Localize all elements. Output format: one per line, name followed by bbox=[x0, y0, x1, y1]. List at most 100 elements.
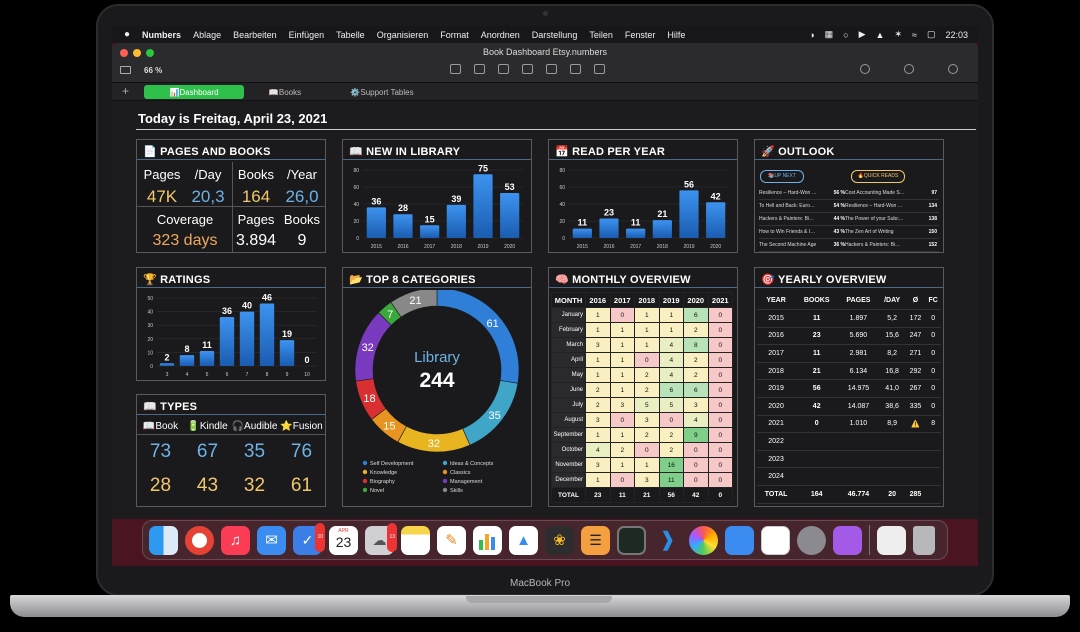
month-value-cell[interactable]: 2 bbox=[658, 427, 684, 443]
month-value-cell[interactable]: 2 bbox=[683, 352, 709, 368]
per-day-cell[interactable] bbox=[878, 450, 906, 469]
finder-icon[interactable] bbox=[149, 525, 178, 555]
per-day-cell[interactable]: 41,0 bbox=[878, 379, 906, 399]
insert-icon[interactable] bbox=[450, 64, 461, 74]
avg-cell[interactable] bbox=[905, 450, 926, 469]
menu-organisieren[interactable]: Organisieren bbox=[376, 29, 429, 40]
month-value-cell[interactable]: 2 bbox=[683, 322, 709, 338]
month-label[interactable]: June bbox=[551, 382, 586, 398]
month-value-cell[interactable]: 0 bbox=[707, 397, 733, 413]
books-cell[interactable]: 56 bbox=[795, 379, 839, 399]
year-cell[interactable]: 2020 bbox=[757, 397, 796, 416]
month-value-cell[interactable]: 3 bbox=[585, 337, 611, 353]
comment-icon[interactable] bbox=[594, 64, 605, 74]
month-value-cell[interactable]: 2 bbox=[585, 382, 611, 398]
fc-cell[interactable] bbox=[925, 467, 941, 487]
month-value-cell[interactable]: 0 bbox=[634, 442, 660, 458]
month-value-cell[interactable]: 1 bbox=[609, 427, 635, 443]
outlook-row[interactable]: The Second Machine Age 36 % Hackers & Pain… bbox=[759, 239, 939, 252]
per-day-cell[interactable]: 8,2 bbox=[878, 344, 906, 363]
books-cell[interactable]: 23 bbox=[795, 327, 839, 346]
media-icon[interactable] bbox=[570, 64, 581, 74]
month-value-cell[interactable]: 2 bbox=[634, 367, 660, 383]
month-value-cell[interactable]: 6 bbox=[683, 382, 709, 398]
books-cell[interactable]: 11 bbox=[795, 309, 839, 328]
close-button[interactable] bbox=[120, 49, 128, 57]
month-value-cell[interactable]: 11 bbox=[658, 472, 684, 488]
month-value-cell[interactable]: 6 bbox=[658, 382, 684, 398]
toggle-icon[interactable]: ◑ bbox=[809, 29, 815, 40]
music-icon[interactable]: ♫ bbox=[221, 525, 250, 555]
shape-icon[interactable] bbox=[546, 64, 557, 74]
tab-support-tables[interactable]: ⚙️Support Tables bbox=[350, 87, 414, 97]
avg-cell[interactable]: 247 bbox=[905, 327, 926, 346]
textedit-icon[interactable] bbox=[761, 525, 790, 555]
photos-icon[interactable] bbox=[689, 525, 718, 555]
fc-cell[interactable]: 8 bbox=[925, 415, 941, 434]
keynote-icon[interactable]: ▲ bbox=[509, 525, 538, 555]
per-day-cell[interactable]: 38,6 bbox=[878, 397, 906, 416]
pages-cell[interactable]: 5.690 bbox=[838, 327, 879, 346]
per-day-cell[interactable]: 16,8 bbox=[878, 362, 906, 381]
year-cell[interactable]: 2017 bbox=[757, 344, 796, 363]
pages-cell[interactable] bbox=[838, 450, 879, 469]
format-icon[interactable] bbox=[904, 64, 914, 74]
month-value-cell[interactable]: 0 bbox=[707, 352, 733, 368]
month-value-cell[interactable]: 0 bbox=[683, 442, 709, 458]
month-value-cell[interactable]: 1 bbox=[585, 427, 611, 443]
month-label[interactable]: April bbox=[551, 352, 586, 368]
month-value-cell[interactable]: 6 bbox=[683, 307, 709, 323]
menu-app-name[interactable]: Numbers bbox=[142, 29, 182, 40]
month-value-cell[interactable]: 0 bbox=[707, 367, 733, 383]
minimize-button[interactable] bbox=[133, 49, 141, 57]
outlook-row[interactable]: Resilience – Hard-Won … 56 % Cost Accounti… bbox=[759, 187, 939, 200]
activity-icon[interactable] bbox=[617, 525, 646, 555]
month-value-cell[interactable]: 1 bbox=[609, 382, 635, 398]
menu-fenster[interactable]: Fenster bbox=[624, 29, 656, 40]
avg-cell[interactable] bbox=[905, 432, 926, 451]
table-icon[interactable] bbox=[474, 64, 485, 74]
month-value-cell[interactable]: 1 bbox=[634, 307, 660, 323]
month-label[interactable]: September bbox=[551, 427, 586, 443]
books-cell[interactable] bbox=[795, 450, 839, 469]
month-label[interactable]: May bbox=[551, 367, 586, 383]
month-label[interactable]: August bbox=[551, 412, 586, 428]
month-value-cell[interactable]: 2 bbox=[585, 397, 611, 413]
fc-cell[interactable]: 0 bbox=[925, 379, 941, 399]
month-value-cell[interactable]: 3 bbox=[585, 457, 611, 473]
month-value-cell[interactable]: 1 bbox=[585, 307, 611, 323]
month-label[interactable]: October bbox=[551, 442, 586, 458]
pages-cell[interactable]: 2.981 bbox=[838, 344, 879, 363]
month-value-cell[interactable]: 2 bbox=[609, 442, 635, 458]
zoom-select[interactable]: 66 % bbox=[144, 66, 163, 75]
month-value-cell[interactable]: 2 bbox=[634, 427, 660, 443]
books-cell[interactable]: 42 bbox=[795, 397, 839, 416]
per-day-cell[interactable] bbox=[878, 432, 906, 451]
books-cell[interactable] bbox=[795, 432, 839, 451]
month-value-cell[interactable]: 0 bbox=[683, 472, 709, 488]
fc-cell[interactable]: 0 bbox=[925, 327, 941, 346]
menu-hilfe[interactable]: Hilfe bbox=[667, 29, 686, 40]
month-value-cell[interactable]: 0 bbox=[707, 472, 733, 488]
volume-icon[interactable]: ▲ bbox=[875, 29, 885, 40]
menu-anordnen[interactable]: Anordnen bbox=[480, 29, 520, 40]
month-value-cell[interactable]: 0 bbox=[707, 337, 733, 353]
menu-tabelle[interactable]: Tabelle bbox=[336, 29, 365, 40]
trash-icon[interactable] bbox=[913, 525, 935, 555]
year-cell[interactable]: 2018 bbox=[757, 362, 796, 381]
year-cell[interactable]: 2024 bbox=[757, 467, 796, 487]
per-day-cell[interactable]: 8,9 bbox=[878, 415, 906, 434]
fc-cell[interactable] bbox=[925, 450, 941, 469]
menu-ablage[interactable]: Ablage bbox=[193, 29, 222, 40]
organize-icon[interactable] bbox=[948, 64, 958, 74]
month-label[interactable]: November bbox=[551, 457, 586, 473]
month-value-cell[interactable]: 0 bbox=[707, 457, 733, 473]
numbers-icon[interactable] bbox=[473, 525, 502, 555]
per-day-cell[interactable]: 15,6 bbox=[878, 327, 906, 346]
menu-bearbeiten[interactable]: Bearbeiten bbox=[233, 29, 277, 40]
tasks-icon[interactable]: ☰ bbox=[581, 525, 610, 555]
month-value-cell[interactable]: 0 bbox=[658, 412, 684, 428]
books-cell[interactable]: 11 bbox=[795, 344, 839, 363]
month-value-cell[interactable]: 1 bbox=[609, 367, 635, 383]
month-value-cell[interactable]: 5 bbox=[658, 397, 684, 413]
